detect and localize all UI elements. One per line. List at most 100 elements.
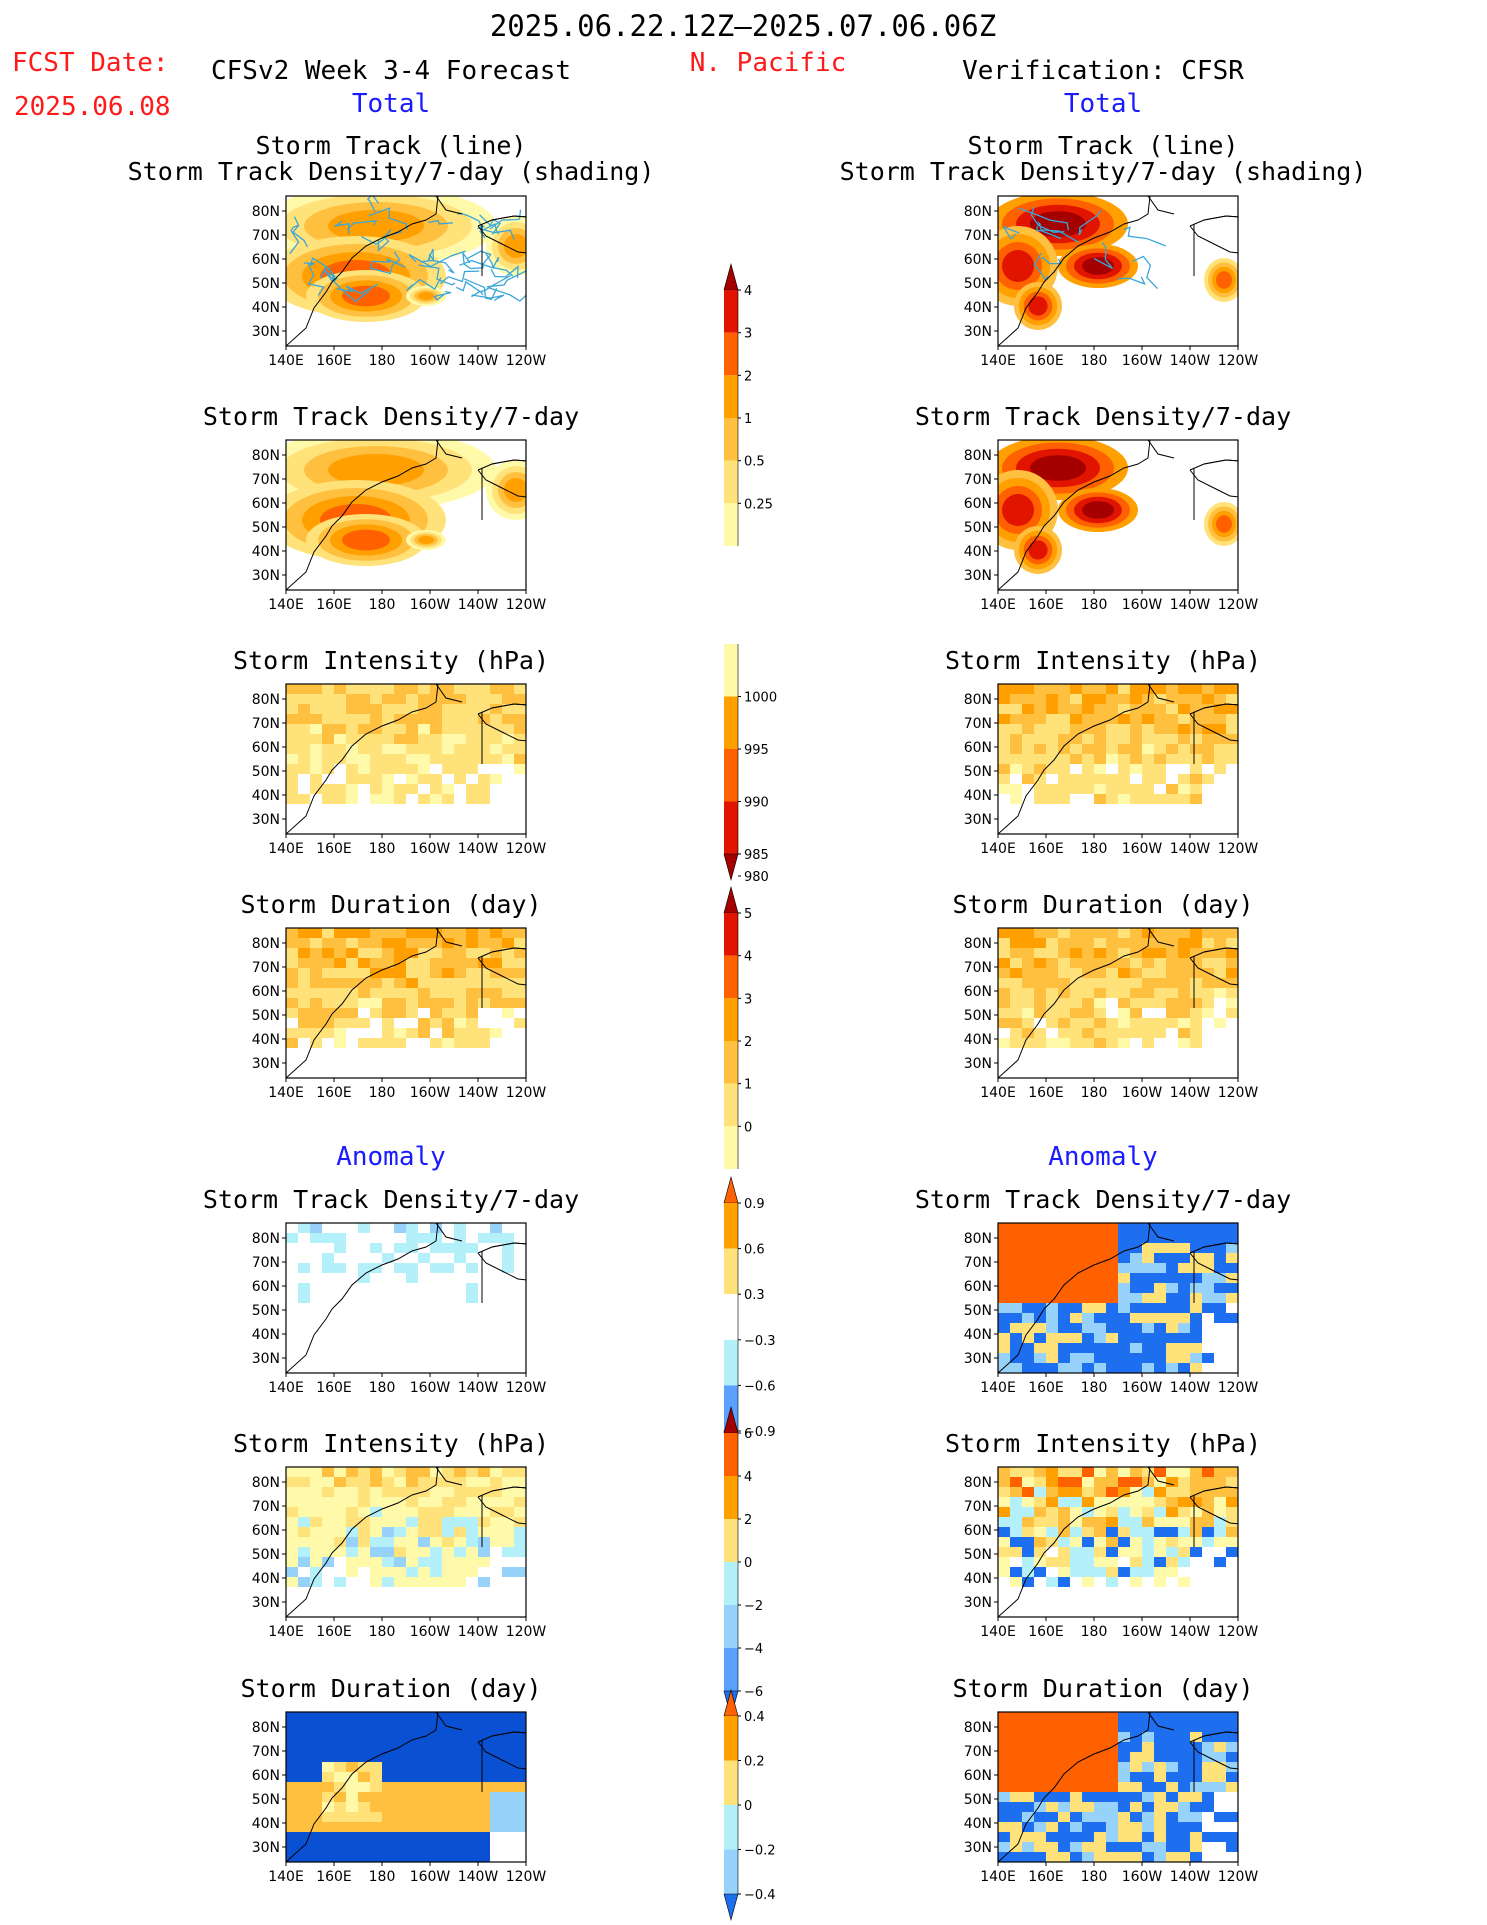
coastline — [530, 1008, 572, 1078]
map-cell — [286, 1487, 298, 1497]
density-blob — [1002, 494, 1034, 526]
coastline — [477, 459, 526, 498]
map-cell — [514, 1762, 526, 1772]
map-cell — [1166, 1842, 1178, 1852]
map-cell — [334, 1752, 346, 1762]
map-cell — [1058, 714, 1070, 724]
map-cell — [322, 1842, 334, 1852]
map-cell — [454, 1812, 466, 1822]
map-cell — [1082, 1467, 1094, 1477]
map-cell — [382, 1832, 394, 1842]
map-cell — [1046, 1223, 1058, 1233]
map-cell — [1046, 1263, 1058, 1273]
coastline — [1189, 215, 1238, 254]
map-cell — [370, 714, 382, 724]
map-cell — [1166, 744, 1178, 754]
map-cell — [1130, 694, 1142, 704]
lon-label: 140E — [268, 841, 304, 857]
map-cell — [1202, 978, 1214, 988]
map-cell — [1082, 1517, 1094, 1527]
map-cell — [406, 1527, 418, 1537]
map-cell — [430, 1517, 442, 1527]
map-cell — [1202, 998, 1214, 1008]
map-cell — [322, 1792, 334, 1802]
map-cell — [1190, 1852, 1202, 1862]
map-cell — [1118, 1283, 1130, 1293]
map-cell — [358, 1852, 370, 1862]
lon-label: 120W — [506, 1380, 547, 1396]
map-cell — [1166, 1832, 1178, 1842]
map-cell — [370, 1802, 382, 1812]
map-cell — [1154, 988, 1166, 998]
coastline — [1189, 703, 1238, 742]
map-cell — [1142, 1343, 1154, 1353]
map-cell — [1142, 958, 1154, 968]
map-cell — [1106, 1732, 1118, 1742]
map-cell — [406, 938, 418, 948]
map-cell — [334, 694, 346, 704]
map-cell — [1214, 988, 1226, 998]
map-cell — [1070, 1233, 1082, 1243]
map-cell — [1178, 704, 1190, 714]
map-cell — [1154, 714, 1166, 724]
map-cell — [1106, 1772, 1118, 1782]
lon-label: 140E — [980, 841, 1016, 857]
map-cell — [514, 1732, 526, 1742]
map-cell — [346, 764, 358, 774]
map-cell — [1130, 1353, 1142, 1363]
map-cell — [478, 1802, 490, 1812]
lon-label: 140W — [458, 841, 499, 857]
lat-label: 40N — [964, 788, 992, 804]
map-cell — [1010, 1507, 1022, 1517]
colorbar-intensity-anom: 6 4 2 0 −2 −4 −6 — [716, 1405, 786, 1721]
map-cell — [1058, 1303, 1070, 1313]
map-cell — [514, 948, 526, 958]
map-cell — [514, 1792, 526, 1802]
map-cell — [1190, 1792, 1202, 1802]
map-cell — [1178, 794, 1190, 804]
map-cell — [1154, 1283, 1166, 1293]
map-cell — [514, 1507, 526, 1517]
map-cell — [322, 754, 334, 764]
map-cell — [1094, 1263, 1106, 1273]
map-cell — [406, 1243, 418, 1253]
lat-label: 40N — [252, 300, 280, 316]
map-cell — [454, 978, 466, 988]
map-cell — [1142, 1507, 1154, 1517]
map-cell — [406, 1537, 418, 1547]
map-cell — [1118, 1742, 1130, 1752]
map-cell — [406, 948, 418, 958]
map-cell — [1022, 724, 1034, 734]
map-cell — [1034, 1343, 1046, 1353]
map-cell — [1082, 1008, 1094, 1018]
map-cell — [298, 1742, 310, 1752]
map-cell — [466, 1477, 478, 1487]
lon-label: 120W — [506, 353, 547, 369]
map-cell — [998, 1353, 1010, 1363]
map-cell — [1226, 694, 1238, 704]
map-cell — [490, 1497, 502, 1507]
map-cell — [502, 978, 514, 988]
map-cell — [430, 774, 442, 784]
map-cell — [382, 1517, 394, 1527]
map-cell — [502, 754, 514, 764]
coastline — [286, 440, 439, 590]
map-cell — [1118, 1547, 1130, 1557]
map-cell — [1094, 1802, 1106, 1812]
map-cell — [1106, 1293, 1118, 1303]
map-cell — [998, 1263, 1010, 1273]
map-cell — [1106, 1517, 1118, 1527]
map-cell — [1070, 1467, 1082, 1477]
map-cell — [1190, 1313, 1202, 1323]
map-cell — [286, 1467, 298, 1477]
map-cell — [322, 1557, 334, 1567]
map-cell — [478, 1722, 490, 1732]
anomaly-label-right: Anomaly — [1048, 1142, 1158, 1172]
colorbar-label: 1000 — [744, 691, 777, 706]
map-cell — [394, 1477, 406, 1487]
map-cell — [1010, 1263, 1022, 1273]
map-cell — [998, 1547, 1010, 1557]
map-cell — [998, 1467, 1010, 1477]
map-cell — [1058, 1028, 1070, 1038]
